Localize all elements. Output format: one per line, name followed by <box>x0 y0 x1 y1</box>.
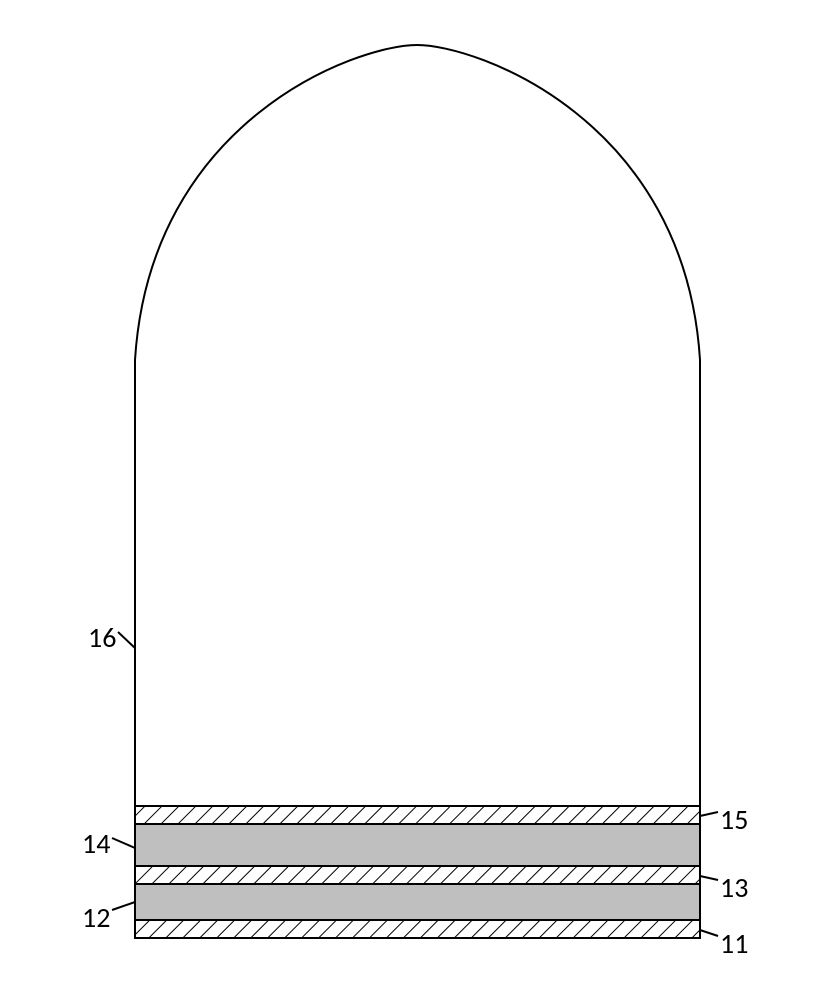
leader-11 <box>700 930 718 936</box>
layer-11 <box>135 920 700 938</box>
label-13: 13 <box>720 870 748 905</box>
diagram-svg <box>0 0 814 1000</box>
layer-12 <box>135 884 700 920</box>
label-15: 15 <box>720 802 748 837</box>
dome-outline <box>135 45 700 938</box>
label-14: 14 <box>82 826 110 861</box>
label-16: 16 <box>88 620 116 655</box>
layer-13 <box>135 866 700 884</box>
label-12: 12 <box>82 900 110 935</box>
label-11: 11 <box>720 926 748 961</box>
leader-15 <box>700 812 718 816</box>
leader-16 <box>118 632 135 648</box>
leader-13 <box>700 876 718 880</box>
leader-12 <box>112 902 135 910</box>
leader-14 <box>112 838 135 848</box>
layer-15 <box>135 806 700 824</box>
layer-14 <box>135 824 700 866</box>
